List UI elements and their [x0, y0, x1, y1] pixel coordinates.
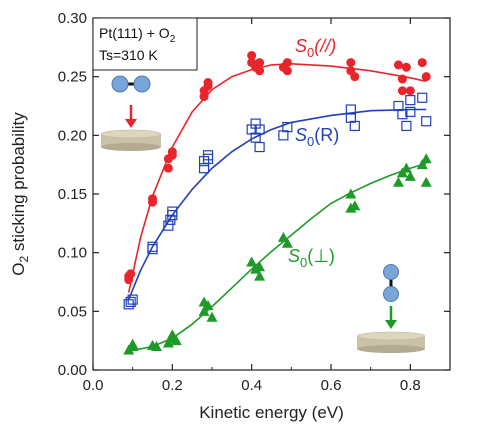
incidence-arrowhead	[125, 119, 137, 128]
molecule-atom	[383, 286, 399, 302]
x-tick-label: 0.2	[162, 377, 183, 394]
annotation-line2: Ts=310 K	[99, 47, 158, 63]
data-point	[150, 341, 162, 352]
data-point	[167, 206, 178, 217]
fit-curve-0	[127, 62, 427, 293]
data-point	[206, 311, 218, 322]
data-point	[421, 116, 432, 127]
data-point	[417, 92, 428, 103]
y-tick-label: 0.05	[58, 303, 87, 320]
data-point	[349, 120, 360, 132]
y-tick-label: 0.30	[58, 10, 87, 27]
data-point	[350, 72, 360, 82]
molecule-atom	[133, 75, 151, 93]
data-point	[346, 58, 356, 68]
data-point	[202, 150, 214, 161]
data-points	[123, 51, 432, 355]
x-tick-label: 0.4	[241, 377, 262, 394]
y-axis-label: O2 sticking probability	[9, 112, 31, 276]
data-point	[417, 58, 427, 68]
data-point	[401, 62, 411, 72]
data-point	[163, 220, 174, 231]
data-point	[282, 58, 292, 68]
data-point	[400, 162, 412, 173]
data-point	[405, 86, 415, 96]
series-label-parallel: S0(//)	[295, 36, 336, 60]
x-tick-label: 0.6	[321, 377, 342, 394]
data-point	[202, 299, 214, 310]
data-point	[170, 335, 182, 346]
data-point	[247, 51, 257, 61]
fit-curves	[127, 62, 427, 352]
data-point	[349, 200, 361, 211]
surface-bottom	[101, 143, 161, 151]
series-label-random: S0(R)	[295, 125, 339, 149]
surface-top	[356, 331, 426, 341]
data-point	[420, 153, 432, 164]
data-point	[405, 95, 416, 106]
annotation-box	[92, 17, 198, 71]
x-tick-label: 0.8	[400, 377, 421, 394]
perpendicular-incidence-icon	[356, 264, 426, 353]
data-point	[255, 66, 265, 76]
y-tick-label: 0.00	[58, 362, 87, 379]
data-point	[282, 122, 293, 133]
incidence-arrowhead	[385, 320, 397, 329]
data-point	[163, 163, 173, 173]
annotation-line1: Pt(111) + O2	[99, 25, 176, 45]
data-point	[127, 294, 138, 305]
x-axis-label: Kinetic energy (eV)	[199, 403, 344, 422]
axis-ticks: 0.0 0.2 0.4 0.6 0.8 0.00 0.05 0.10 0.15 0.20 0.25 0…	[58, 10, 451, 394]
data-point	[167, 147, 177, 157]
condition-annotation: Pt(111) + O2 Ts=310 K	[92, 17, 198, 71]
data-point	[125, 296, 136, 308]
data-point	[203, 78, 213, 88]
data-point	[254, 124, 265, 135]
data-point	[393, 60, 403, 70]
data-point	[397, 86, 407, 96]
series-label-perpendicular: S0(⊥)	[288, 246, 335, 270]
y-tick-label: 0.20	[58, 127, 87, 144]
data-point	[392, 176, 404, 187]
fit-curve-1	[127, 108, 427, 300]
data-point	[127, 338, 139, 349]
data-point	[282, 66, 292, 76]
x-tick-label: 0.0	[83, 377, 104, 394]
data-point	[281, 237, 293, 248]
y-tick-label: 0.10	[58, 245, 87, 262]
data-point	[254, 141, 265, 153]
data-point	[166, 329, 178, 340]
data-point	[397, 74, 407, 84]
data-point	[246, 256, 258, 267]
data-point	[420, 176, 432, 187]
data-point	[254, 261, 266, 272]
data-point	[345, 188, 357, 199]
data-point	[254, 270, 266, 281]
data-point	[416, 159, 428, 170]
surface-bottom	[357, 345, 425, 353]
data-point	[397, 109, 408, 120]
molecule-atom	[111, 75, 129, 93]
data-point	[421, 72, 431, 82]
surface-top	[100, 129, 162, 139]
data-point	[198, 305, 210, 316]
parallel-incidence-icon	[100, 75, 162, 151]
y-tick-label: 0.25	[58, 69, 87, 86]
data-point	[404, 170, 416, 181]
data-point	[277, 231, 289, 242]
data-point	[148, 194, 157, 204]
data-point	[405, 106, 416, 117]
data-point	[147, 241, 158, 252]
y-tick-label: 0.15	[58, 186, 87, 203]
molecule-atom	[383, 264, 399, 280]
data-point	[255, 58, 265, 68]
data-point	[126, 269, 136, 279]
fit-curve-2	[128, 162, 427, 352]
data-point	[345, 104, 356, 115]
data-point	[401, 120, 412, 132]
